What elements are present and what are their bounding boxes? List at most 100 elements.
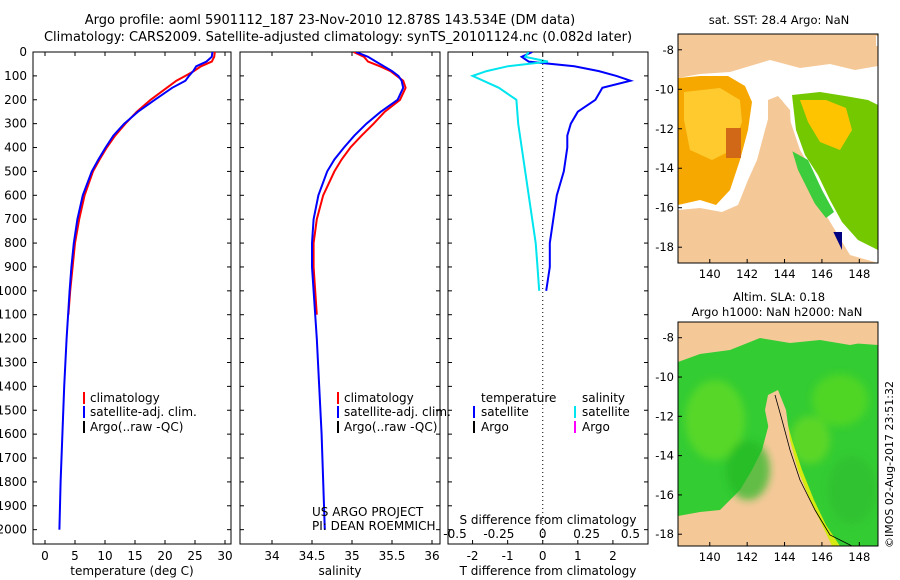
legend-s-argo: Argo bbox=[582, 420, 610, 434]
salinity-panel bbox=[239, 51, 441, 545]
sst-map-frame bbox=[677, 33, 879, 264]
y-tick-label: 400 bbox=[4, 141, 27, 155]
map-y-tick-label: -18 bbox=[655, 240, 674, 254]
legend-t-satellite: satellite bbox=[481, 405, 529, 419]
new-guinea-land bbox=[825, 34, 878, 62]
y-tick-label: 1300 bbox=[0, 355, 27, 369]
difference-xlabel: T difference from climatology bbox=[459, 564, 637, 578]
series-satellite-adj-clim- bbox=[311, 52, 405, 530]
difference-legend: temperature satellite Argo salinity sate… bbox=[473, 391, 630, 434]
x-tick-label: 0 bbox=[539, 549, 547, 563]
sla-map-frame bbox=[677, 321, 879, 547]
salinity-legend: climatology satellite-adj. clim. Argo(..… bbox=[337, 391, 451, 434]
y-tick-label: 0 bbox=[19, 45, 27, 59]
y-tick-label: 100 bbox=[4, 69, 27, 83]
series-satellite-adj-clim- bbox=[58, 52, 214, 530]
sla-variation-patches bbox=[685, 374, 876, 524]
map-x-tick-label: 148 bbox=[848, 267, 870, 281]
project-annotation: US ARGO PROJECT bbox=[312, 505, 424, 519]
x-top-tick-label: 0.5 bbox=[621, 527, 640, 541]
x-tick-label: 34 bbox=[264, 549, 279, 563]
series-climatology bbox=[312, 52, 407, 315]
legend-satellite: satellite-adj. clim. bbox=[344, 405, 451, 419]
map-y-tick-label: -12 bbox=[655, 122, 674, 136]
legend-climatology: climatology bbox=[344, 391, 414, 405]
difference-lines bbox=[469, 52, 635, 291]
map-y-tick-label: -10 bbox=[655, 370, 674, 384]
series-temperature-satellite bbox=[519, 52, 635, 291]
y-tick-label: 1700 bbox=[0, 451, 27, 465]
difference-top-xlabel: S difference from climatology bbox=[460, 513, 637, 527]
x-tick-label: 30 bbox=[217, 549, 232, 563]
temperature-legend: climatology satellite-adj. clim. Argo(..… bbox=[83, 391, 197, 434]
map-y-tick-label: -8 bbox=[663, 331, 674, 345]
legend-s-satellite: satellite bbox=[582, 405, 630, 419]
sla-patch bbox=[790, 416, 830, 464]
legend-climatology: climatology bbox=[90, 391, 160, 405]
y-tick-label: 2000 bbox=[0, 523, 27, 537]
sst-coral-sea-field bbox=[792, 92, 878, 250]
map-x-tick-label: 144 bbox=[774, 267, 796, 281]
map-y-tick-label: -14 bbox=[655, 161, 674, 175]
sla-patch bbox=[828, 456, 876, 524]
y-tick-label: 800 bbox=[4, 236, 27, 250]
legend-t-argo: Argo bbox=[481, 420, 509, 434]
sla-map-title: Altim. SLA: 0.18 bbox=[733, 290, 825, 304]
map-x-tick-label: 142 bbox=[736, 267, 758, 281]
y-tick-label: 700 bbox=[4, 212, 27, 226]
x-tick-label: 10 bbox=[97, 549, 112, 563]
map-x-tick-label: 148 bbox=[848, 550, 870, 564]
difference-panel bbox=[447, 51, 649, 545]
x-tick-label: 20 bbox=[157, 549, 172, 563]
sst-reef-strip bbox=[790, 150, 834, 218]
temperature-panel bbox=[32, 51, 232, 545]
x-tick-label: 36 bbox=[424, 549, 439, 563]
x-tick-label: 0 bbox=[41, 549, 49, 563]
map-y-tick-label: -18 bbox=[655, 527, 674, 541]
y-tick-label: 1500 bbox=[0, 403, 27, 417]
map-x-tick-label: 144 bbox=[774, 550, 796, 564]
salinity-xlabel: salinity bbox=[318, 564, 361, 578]
sla-contour-line bbox=[774, 394, 853, 546]
y-tick-label: 600 bbox=[4, 188, 27, 202]
y-tick-label: 1600 bbox=[0, 427, 27, 441]
x-top-tick-label: -0.25 bbox=[483, 527, 514, 541]
map-y-tick-label: -8 bbox=[663, 43, 674, 57]
map-x-tick-label: 146 bbox=[811, 550, 833, 564]
x-top-tick-label: -0.5 bbox=[443, 527, 466, 541]
x-tick-label: 15 bbox=[127, 549, 142, 563]
sla-map-axes: 140 142 144 146 148 -8 -10 -12 -14 -16 -18 bbox=[655, 331, 870, 564]
title-line-1: Argo profile: aoml 5901112_187 23-Nov-20… bbox=[85, 13, 576, 28]
sst-coral-sea-warm bbox=[800, 100, 852, 150]
new-guinea-land bbox=[820, 322, 878, 345]
temperature-axes: 0100200300400500600700800900100011001200… bbox=[0, 45, 233, 563]
x-tick-label: 35.5 bbox=[379, 549, 406, 563]
map-x-tick-label: 142 bbox=[736, 550, 758, 564]
x-tick-label: 25 bbox=[187, 549, 202, 563]
legend-argo: Argo(..raw -QC) bbox=[90, 420, 183, 434]
legend-argo: Argo(..raw -QC) bbox=[344, 420, 437, 434]
y-tick-label: 1900 bbox=[0, 499, 27, 513]
y-tick-label: 200 bbox=[4, 93, 27, 107]
map-y-tick-label: -16 bbox=[655, 488, 674, 502]
x-tick-label: 1 bbox=[574, 549, 582, 563]
x-top-tick-label: 0.25 bbox=[573, 527, 600, 541]
x-tick-label: -2 bbox=[467, 549, 479, 563]
difference-axes: -2 -1 0 1 2 -0.5 -0.25 0 0.25 0.5 bbox=[443, 51, 648, 563]
x-tick-label: 5 bbox=[71, 549, 79, 563]
legend-salinity-heading: salinity bbox=[582, 391, 625, 405]
salinity-axes: 34 34.5 35 35.5 36 bbox=[240, 51, 440, 563]
y-tick-label: 900 bbox=[4, 260, 27, 274]
sst-map bbox=[678, 34, 878, 263]
map-y-tick-label: -10 bbox=[655, 82, 674, 96]
temperature-lines bbox=[58, 52, 216, 530]
map-x-tick-label: 140 bbox=[699, 550, 721, 564]
legend-satellite: satellite-adj. clim. bbox=[90, 405, 197, 419]
temperature-xlabel: temperature (deg C) bbox=[70, 564, 193, 578]
y-tick-label: 1200 bbox=[0, 332, 27, 346]
map-y-tick-label: -14 bbox=[655, 449, 674, 463]
legend-temperature-heading: temperature bbox=[481, 391, 556, 405]
x-top-tick-label: 0 bbox=[539, 527, 547, 541]
y-tick-label: 1400 bbox=[0, 379, 27, 393]
